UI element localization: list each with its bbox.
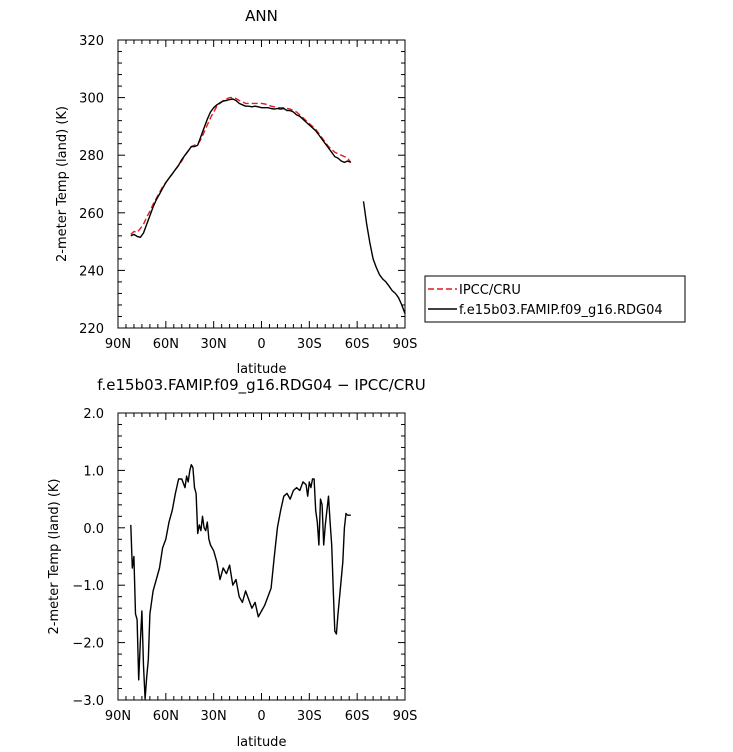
legend-entry-ipcc-cru: IPCC/CRU	[459, 283, 521, 298]
x-tick-label: 90S	[393, 709, 418, 724]
series-lines	[130, 464, 351, 700]
x-axis-label: latitude	[237, 735, 287, 750]
y-axis-label: 2-meter Temp (land) (K)	[47, 479, 62, 635]
tick-marks	[117, 39, 406, 329]
x-tick-label: 60N	[153, 709, 179, 724]
x-tick-label: 60S	[345, 709, 370, 724]
series-line-1-segment-1	[362, 201, 406, 314]
y-tick-label: 2.0	[83, 407, 104, 422]
bottom-chart: f.e15b03.FAMIP.f09_g16.RDG04 − IPCC/CRU …	[47, 376, 426, 750]
y-axis-label: 2-meter Temp (land) (K)	[55, 106, 70, 262]
y-tick-label: 300	[79, 92, 104, 107]
tick-labels: 90N 60N 30N 0 30S 60S 90S 220 240 260 280 300 320	[79, 34, 417, 352]
legend-box	[424, 275, 686, 323]
x-tick-label: 90N	[105, 709, 131, 724]
plot-frame	[117, 412, 406, 701]
y-tick-label: −3.0	[72, 694, 104, 709]
y-tick-label: −2.0	[72, 637, 104, 652]
x-tick-label: 30S	[297, 709, 322, 724]
tick-labels: 90N 60N 30N 0 30S 60S 90S −3.0 −2.0 −1.0 0.0 1.0 2.0	[72, 407, 417, 724]
legend-entry-model: f.e15b03.FAMIP.f09_g16.RDG04	[459, 303, 663, 318]
legend: IPCC/CRU f.e15b03.FAMIP.f09_g16.RDG04	[424, 275, 686, 323]
x-tick-label: 30N	[201, 709, 227, 724]
x-tick-label: 30S	[297, 337, 322, 352]
series-line-1-segment-0	[130, 98, 352, 239]
y-tick-label: 280	[79, 149, 104, 164]
x-tick-label: 90S	[393, 337, 418, 352]
chart-title: ANN	[245, 7, 278, 25]
y-tick-label: 0.0	[83, 522, 104, 537]
x-axis-label: latitude	[237, 362, 287, 377]
y-tick-label: 260	[79, 207, 104, 222]
series-line-0	[130, 96, 352, 235]
y-tick-label: 240	[79, 264, 104, 279]
x-tick-label: 60N	[153, 337, 179, 352]
x-tick-label: 90N	[105, 337, 131, 352]
series-lines	[130, 96, 406, 314]
y-tick-label: 220	[79, 322, 104, 337]
y-tick-label: −1.0	[72, 579, 104, 594]
chart-title: f.e15b03.FAMIP.f09_g16.RDG04 − IPCC/CRU	[97, 376, 425, 395]
top-chart: ANN 90N 60N 30N 0 30S 60S 90S 220 240 260 280 300 32…	[55, 7, 417, 377]
tick-marks	[117, 412, 406, 701]
y-tick-label: 1.0	[83, 464, 104, 479]
x-tick-label: 60S	[345, 337, 370, 352]
series-line-0	[130, 464, 351, 700]
x-tick-label: 0	[257, 337, 265, 352]
y-tick-label: 320	[79, 34, 104, 49]
x-tick-label: 30N	[201, 337, 227, 352]
x-tick-label: 0	[257, 709, 265, 724]
plot-frame	[117, 39, 406, 329]
